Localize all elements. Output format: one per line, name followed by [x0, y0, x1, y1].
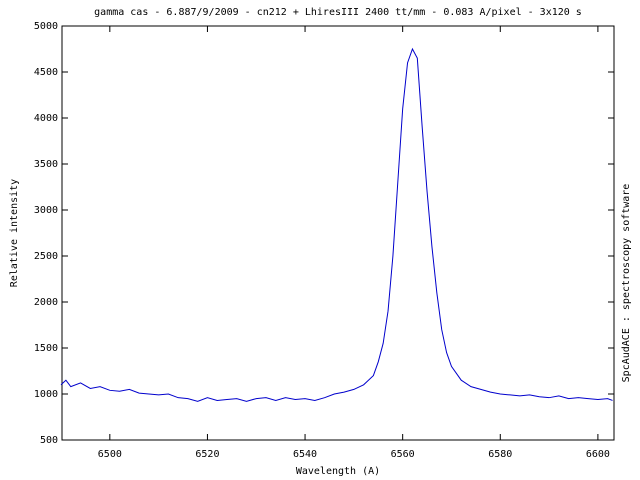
plot-frame — [61, 25, 615, 441]
y-axis-label: Relative intensity — [9, 179, 20, 287]
y-tick-label: 3500 — [34, 159, 58, 170]
chart-title: gamma cas - 6.887/9/2009 - cn212 + Lhire… — [94, 7, 582, 18]
y-tick-label: 2500 — [34, 251, 58, 262]
x-tick-label: 6560 — [391, 449, 415, 460]
y-tick-label: 4000 — [34, 113, 58, 124]
x-tick-label: 6580 — [488, 449, 512, 460]
x-tick-label: 6540 — [293, 449, 317, 460]
x-tick-label: 6500 — [98, 449, 122, 460]
x-tick-label: 6600 — [586, 449, 610, 460]
y-tick-label: 4500 — [34, 67, 58, 78]
side-label: SpcAudACE : spectroscopy software — [621, 184, 632, 383]
y-tick-label: 3000 — [34, 205, 58, 216]
y-tick-label: 5000 — [34, 21, 58, 32]
y-tick-label: 500 — [40, 435, 58, 446]
x-tick-label: 6520 — [195, 449, 219, 460]
y-tick-label: 2000 — [34, 297, 58, 308]
spectrum-line — [60, 47, 613, 402]
x-axis-label: Wavelength (A) — [296, 466, 380, 477]
y-tick-label: 1500 — [34, 343, 58, 354]
y-tick-label: 1000 — [34, 389, 58, 400]
